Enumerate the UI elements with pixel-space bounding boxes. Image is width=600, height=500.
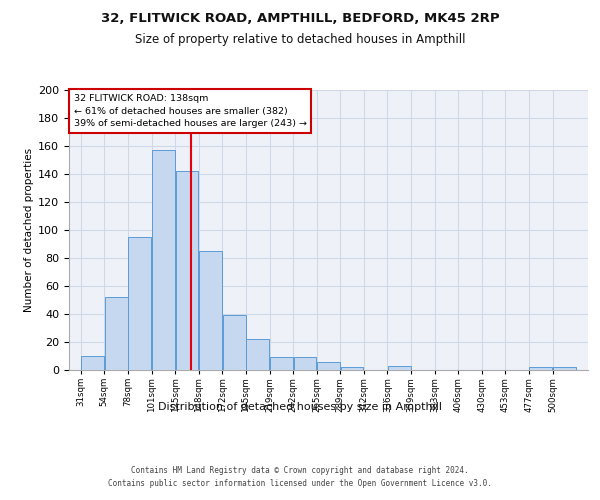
Bar — [293, 358, 316, 370]
Text: 32 FLITWICK ROAD: 138sqm
← 61% of detached houses are smaller (382)
39% of semi-: 32 FLITWICK ROAD: 138sqm ← 61% of detach… — [74, 94, 307, 128]
Bar — [105, 297, 128, 370]
Bar — [388, 366, 410, 370]
Text: Distribution of detached houses by size in Ampthill: Distribution of detached houses by size … — [158, 402, 442, 412]
Y-axis label: Number of detached properties: Number of detached properties — [24, 148, 34, 312]
Bar — [152, 150, 175, 370]
Bar — [247, 339, 269, 370]
Bar — [199, 251, 222, 370]
Bar — [270, 358, 293, 370]
Bar — [128, 237, 151, 370]
Bar — [223, 316, 245, 370]
Bar — [553, 367, 576, 370]
Text: Size of property relative to detached houses in Ampthill: Size of property relative to detached ho… — [135, 32, 465, 46]
Text: 32, FLITWICK ROAD, AMPTHILL, BEDFORD, MK45 2RP: 32, FLITWICK ROAD, AMPTHILL, BEDFORD, MK… — [101, 12, 499, 26]
Bar — [341, 367, 364, 370]
Bar — [176, 171, 199, 370]
Bar — [81, 356, 104, 370]
Bar — [317, 362, 340, 370]
Text: Contains HM Land Registry data © Crown copyright and database right 2024.
Contai: Contains HM Land Registry data © Crown c… — [108, 466, 492, 487]
Bar — [529, 367, 552, 370]
